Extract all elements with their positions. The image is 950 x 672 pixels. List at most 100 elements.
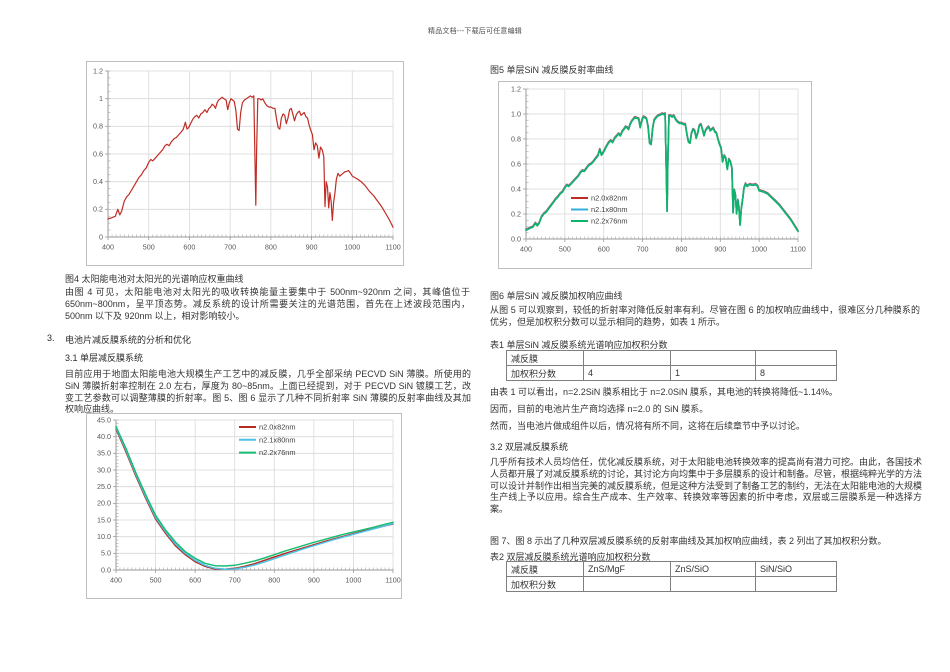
table1-caption: 表1 单层SiN 减反膜系统光谱响应加权积分数 <box>490 340 668 350</box>
legend-label: n2.0x82nm <box>591 194 628 203</box>
fig5-reflectance-chart: 400 500 600 700 800 900 1000 1100 0.0 5.0 10.0 15.0… <box>86 413 402 599</box>
svg-text:1.2: 1.2 <box>93 66 103 75</box>
legend-label: n2.1x80nm <box>591 205 628 214</box>
table1-weighted-integral: 减反膜 加权积分数 4 1 8 <box>506 350 837 381</box>
paragraph-double-layer-intro: 几乎所有技术人员均信任，优化减反膜系统，对于太阳能电池转换效率的提高尚有潜力可挖… <box>490 457 923 515</box>
table-row: 加权积分数 <box>506 576 837 592</box>
table-cell: 1 <box>670 365 756 381</box>
series-n2.0x82nm <box>115 428 394 571</box>
series-n2.1x80nm <box>525 112 799 232</box>
table-cell <box>670 576 756 592</box>
svg-text:0.2: 0.2 <box>93 205 103 214</box>
fig5-caption: 图5 单层SiN 减反膜反射率曲线 <box>490 65 614 75</box>
svg-text:1100: 1100 <box>385 576 400 585</box>
svg-text:1100: 1100 <box>790 245 805 254</box>
series-光谱响应权重 <box>107 95 394 228</box>
page-header-watermark: 精品文档---下载后可任意编辑 <box>428 28 522 35</box>
svg-text:700: 700 <box>224 243 236 252</box>
svg-text:800: 800 <box>268 576 280 585</box>
table-cell <box>583 350 671 366</box>
svg-text:400: 400 <box>520 245 532 254</box>
table-cell: 减反膜 <box>506 561 584 577</box>
svg-text:1000: 1000 <box>751 245 767 254</box>
data-table: 减反膜 加权积分数 4 1 8 <box>506 350 837 381</box>
table-cell: SiN/SiO <box>755 561 837 577</box>
svg-text:1.2: 1.2 <box>511 84 521 93</box>
svg-text:900: 900 <box>306 243 318 252</box>
series-n2.1x80nm <box>115 426 394 571</box>
svg-text:800: 800 <box>265 243 277 252</box>
fig6-caption: 图6 单层SiN 减反膜加权响应曲线 <box>490 291 623 301</box>
svg-text:500: 500 <box>150 576 162 585</box>
svg-text:45.0: 45.0 <box>97 415 111 424</box>
table-cell: 4 <box>583 365 671 381</box>
legend-label: n2.1x80nm <box>259 435 296 444</box>
table-cell: ZnS/MgF <box>583 561 671 577</box>
svg-text:0.4: 0.4 <box>511 184 521 193</box>
svg-text:500: 500 <box>559 245 571 254</box>
paragraph-single-layer-intro: 目前应用于地面太阳能电池大规模生产工艺中的减反膜，几乎全部采纳 PECVD Si… <box>65 369 471 415</box>
svg-text:15.0: 15.0 <box>97 515 111 524</box>
paragraph-fig4-discussion: 由图 4 可见，太阳能电池对太阳光的吸收转换能量主要集中于 500nm~920n… <box>65 287 470 321</box>
paragraph-module-note: 然而，当电池片做成组件以后，情况将有所不同，这将在后续章节中予以讨论。 <box>490 421 806 431</box>
svg-text:900: 900 <box>308 576 320 585</box>
series-n2.0x82nm <box>525 112 799 232</box>
svg-text:600: 600 <box>598 245 610 254</box>
svg-text:25.0: 25.0 <box>97 482 111 491</box>
svg-text:1000: 1000 <box>345 576 361 585</box>
paragraph-fig7-fig8-intro: 图 7、图 8 示出了几种双层减反膜系统的反射率曲线及其加权响应曲线，表 2 列… <box>490 536 887 546</box>
table-row: 加权积分数 4 1 8 <box>506 365 837 381</box>
section-3-title: 电池片减反膜系统的分析和优化 <box>65 335 192 345</box>
svg-text:500: 500 <box>143 243 155 252</box>
table-cell <box>583 576 671 592</box>
section-3-1-title: 3.1 单层减反膜系统 <box>65 353 144 363</box>
svg-text:20.0: 20.0 <box>97 499 111 508</box>
table2-double-layer: 减反膜 ZnS/MgF ZnS/SiO SiN/SiO 加权积分数 <box>506 561 837 592</box>
svg-text:1100: 1100 <box>385 243 400 252</box>
table-row: 减反膜 ZnS/MgF ZnS/SiO SiN/SiO <box>506 561 837 577</box>
svg-text:0.8: 0.8 <box>511 134 521 143</box>
svg-text:1000: 1000 <box>344 243 360 252</box>
fig6-weighted-response-chart: 400 500 600 700 800 900 1000 1100 0.0 0.2 0.4 0.6 0.… <box>498 81 812 269</box>
fig6-svg: 400 500 600 700 800 900 1000 1100 0.0 0.2 0.4 0.6 0.… <box>511 84 806 254</box>
table2-caption: 表2 双层减反膜系统光谱响应加权积分数 <box>490 552 651 562</box>
svg-text:40.0: 40.0 <box>97 432 111 441</box>
svg-text:0: 0 <box>99 232 103 241</box>
svg-text:0.6: 0.6 <box>93 149 103 158</box>
svg-text:0.8: 0.8 <box>93 122 103 131</box>
fig5-svg: 400 500 600 700 800 900 1000 1100 0.0 5.0 10.0 15.0… <box>97 415 401 585</box>
table-cell: 减反膜 <box>506 350 584 366</box>
svg-text:1: 1 <box>99 94 103 103</box>
svg-text:700: 700 <box>229 576 241 585</box>
table-cell <box>755 350 837 366</box>
table-row: 减反膜 <box>506 350 837 366</box>
section-3-number: 3. <box>47 333 55 343</box>
svg-text:0.4: 0.4 <box>93 177 103 186</box>
svg-text:600: 600 <box>183 243 195 252</box>
fig4-caption: 图4 太阳能电池对太阳光的光谱响应权重曲线 <box>65 274 244 284</box>
fig4-svg: 400 500 600 700 800 900 1000 1100 0 0.2 0.4 0.6 0.8 1… <box>93 66 401 252</box>
svg-text:0.2: 0.2 <box>511 209 521 218</box>
paragraph-producer-choice: 因而，目前的电池片生产商均选择 n=2.0 的 SiN 膜系。 <box>490 404 709 414</box>
svg-text:5.0: 5.0 <box>101 549 111 558</box>
svg-text:0.6: 0.6 <box>511 159 521 168</box>
svg-text:800: 800 <box>675 245 687 254</box>
svg-text:10.0: 10.0 <box>97 532 111 541</box>
svg-text:700: 700 <box>637 245 649 254</box>
svg-text:0.0: 0.0 <box>511 234 521 243</box>
series-n2.2x76nm <box>115 425 394 567</box>
svg-text:35.0: 35.0 <box>97 449 111 458</box>
legend-label: n2.2x76nm <box>591 217 628 226</box>
paragraph-table1-result: 由表 1 可以看出，n=2.2SiN 膜系相比于 n=2.0SiN 膜系，其电池… <box>490 387 838 397</box>
svg-text:400: 400 <box>102 243 114 252</box>
paragraph-fig5-fig6-discussion: 从图 5 可以观察到，较低的折射率对降低反射率有利。尽管在图 6 的加权响应曲线… <box>490 305 920 327</box>
svg-text:400: 400 <box>110 576 122 585</box>
svg-text:600: 600 <box>189 576 201 585</box>
table-cell <box>755 576 837 592</box>
series-n2.2x76nm <box>525 113 799 233</box>
svg-text:1.0: 1.0 <box>511 109 521 118</box>
table-cell: 加权积分数 <box>506 365 584 381</box>
table-cell: ZnS/SiO <box>670 561 756 577</box>
legend-label: n2.0x82nm <box>259 423 296 432</box>
